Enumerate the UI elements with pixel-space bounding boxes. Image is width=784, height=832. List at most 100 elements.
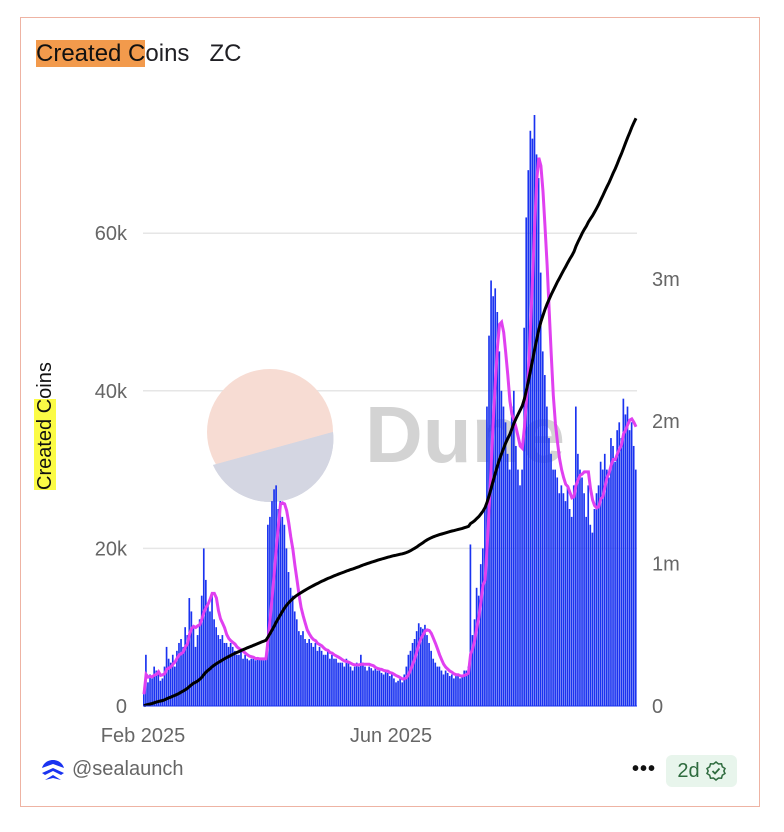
bar xyxy=(608,477,610,706)
y-tick-label: 60k xyxy=(95,223,128,245)
bar xyxy=(564,501,567,706)
bar xyxy=(457,674,459,706)
bar xyxy=(471,635,474,706)
bar xyxy=(479,564,482,706)
author-link[interactable]: @sealaunch xyxy=(40,758,183,781)
title-rest: oins xyxy=(145,40,190,67)
bar xyxy=(254,660,257,706)
cumulative-line xyxy=(143,117,638,708)
bar xyxy=(372,670,375,706)
bar xyxy=(622,398,625,706)
bar xyxy=(527,170,530,706)
chart-title: Created Coins ZC xyxy=(36,40,241,68)
bar xyxy=(155,670,158,706)
bar xyxy=(149,674,151,706)
bar xyxy=(308,639,311,706)
bar xyxy=(605,469,608,706)
bar xyxy=(610,438,612,706)
bar xyxy=(426,635,428,706)
bar xyxy=(424,624,426,706)
bar xyxy=(310,642,313,706)
bar xyxy=(535,154,538,706)
bar xyxy=(242,658,244,706)
bar xyxy=(415,631,418,706)
bar xyxy=(291,595,294,706)
refresh-age-badge[interactable]: 2d xyxy=(666,755,737,787)
bar xyxy=(227,646,230,706)
bar xyxy=(566,485,569,706)
bar xyxy=(519,485,521,706)
bar xyxy=(304,639,306,706)
bar xyxy=(343,666,346,706)
bar xyxy=(213,619,215,706)
bar xyxy=(258,658,261,706)
bar xyxy=(593,509,596,706)
bar xyxy=(277,509,280,706)
more-options-button[interactable]: ••• xyxy=(632,758,657,780)
bar xyxy=(300,635,302,706)
bar xyxy=(587,485,590,706)
bar xyxy=(562,493,565,706)
bar xyxy=(192,627,195,706)
bar xyxy=(591,532,594,706)
bar xyxy=(178,642,180,706)
bar xyxy=(236,654,238,706)
bar xyxy=(171,654,174,706)
bar xyxy=(599,461,602,706)
title-suffix: ZC xyxy=(209,40,242,67)
bar xyxy=(531,138,534,706)
bar xyxy=(324,654,327,706)
bar xyxy=(318,646,321,706)
bar xyxy=(349,666,352,706)
moving-average-line xyxy=(142,157,638,695)
badge-label: 2d xyxy=(677,759,700,782)
sealaunch-logo-icon xyxy=(42,759,64,780)
y2-tick-label: 0 xyxy=(652,696,663,718)
bar xyxy=(174,666,176,706)
bar xyxy=(233,650,236,706)
y2-tick-label: 3m xyxy=(652,269,680,291)
bar xyxy=(436,666,439,706)
bar xyxy=(481,548,484,706)
bar xyxy=(306,642,308,706)
dune-watermark: Dune xyxy=(207,369,565,503)
bar xyxy=(293,611,296,706)
bar xyxy=(579,469,581,706)
bar xyxy=(223,642,226,706)
bar xyxy=(539,272,542,706)
author-name: @sealaunch xyxy=(72,758,184,780)
bar xyxy=(399,678,401,706)
bar xyxy=(211,595,213,706)
bar xyxy=(618,422,621,706)
bar xyxy=(335,658,337,706)
bar xyxy=(624,414,627,706)
bar xyxy=(229,642,232,706)
bar xyxy=(205,579,207,706)
bar xyxy=(238,654,240,706)
bar xyxy=(614,461,616,706)
bar xyxy=(333,658,335,706)
bar xyxy=(469,544,472,706)
bar xyxy=(595,493,598,706)
bar xyxy=(508,469,511,706)
bar xyxy=(397,680,399,706)
bar xyxy=(194,646,197,706)
bar xyxy=(289,587,292,706)
bar xyxy=(628,430,631,706)
bar xyxy=(186,635,189,706)
bar xyxy=(217,635,220,706)
bar xyxy=(351,670,354,706)
bar xyxy=(378,670,381,706)
bar xyxy=(202,548,205,706)
bar xyxy=(347,662,350,706)
bar xyxy=(196,635,199,706)
bar xyxy=(552,469,554,706)
bar xyxy=(504,422,507,706)
y2-tick-label: 1m xyxy=(652,554,680,576)
bar xyxy=(364,666,366,706)
bar xyxy=(184,627,187,706)
bar xyxy=(207,603,209,706)
bar xyxy=(353,666,356,706)
bar xyxy=(401,682,404,706)
bar xyxy=(182,646,184,706)
